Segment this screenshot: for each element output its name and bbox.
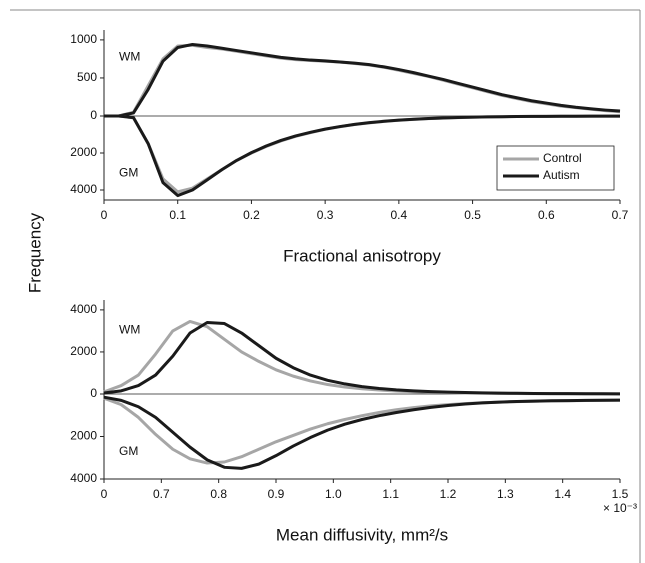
x-tick-label: 0.1 — [169, 208, 186, 222]
y-tick-label: 1000 — [70, 32, 97, 46]
x-tick-label: 1.2 — [440, 487, 457, 501]
legend-box — [496, 145, 615, 191]
series-line — [103, 321, 621, 396]
y2-tick-label: 4000 — [70, 182, 97, 196]
y-tick-label: 0 — [90, 108, 97, 122]
annotation: WM — [119, 322, 140, 336]
x-tick-label: 1.5 — [612, 487, 629, 501]
x-tick-label: 0.2 — [243, 208, 260, 222]
x-tick-label: 0 — [101, 208, 108, 222]
x-tick-label: 1.3 — [497, 487, 514, 501]
series-line — [103, 319, 621, 396]
y-tick-label: 0 — [90, 386, 97, 400]
y-tick-label: 500 — [77, 70, 97, 84]
x-tick-label: 0.6 — [538, 208, 555, 222]
y2-tick-label: 2000 — [70, 145, 97, 159]
x-tick-label: 0.3 — [317, 208, 334, 222]
series-line — [104, 114, 621, 198]
legend-label: Autism — [543, 168, 580, 182]
y2-tick-label: 4000 — [70, 471, 97, 485]
y-tick-label: 4000 — [70, 302, 97, 316]
x-tick-label: 0.9 — [268, 487, 285, 501]
x-axis-label: Fractional anisotropy — [283, 246, 441, 265]
x-axis-label: Mean diffusivity, mm²/s — [276, 525, 448, 544]
y-tick-label: 2000 — [70, 344, 97, 358]
x-tick-label: 1.0 — [325, 487, 342, 501]
series-line — [103, 396, 621, 465]
series-line — [104, 42, 621, 118]
annotation: GM — [119, 165, 138, 179]
annotation: WM — [119, 50, 140, 64]
y2-tick-label: 2000 — [70, 429, 97, 443]
series-line — [103, 395, 621, 470]
x-tick-label: 1.4 — [554, 487, 571, 501]
x-tick-label: 0.8 — [210, 487, 227, 501]
x-tick-label: 0.4 — [391, 208, 408, 222]
x-tick-label: 0.5 — [464, 208, 481, 222]
x-tick-label: 0.7 — [153, 487, 170, 501]
x-tick-label: 1.1 — [382, 487, 399, 501]
legend-label: Control — [543, 151, 582, 165]
x-tick-label: 0 — [101, 487, 108, 501]
series-line — [104, 43, 621, 118]
x-tick-label: 0.7 — [612, 208, 629, 222]
annotation: GM — [119, 444, 138, 458]
x-scale-label: × 10⁻³ — [603, 501, 637, 515]
y-axis-label: Frequency — [25, 212, 44, 293]
